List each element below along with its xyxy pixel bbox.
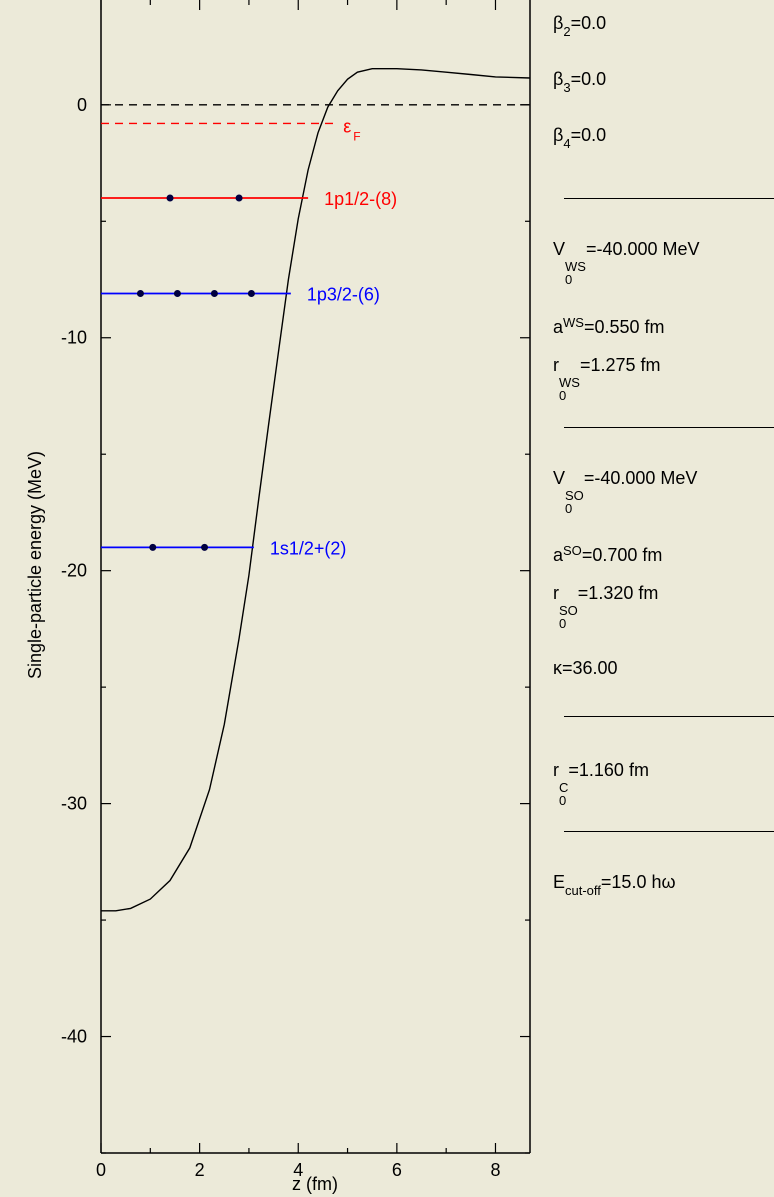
level-label: 1p3/2-(6) — [307, 284, 380, 304]
potential-line — [101, 68, 531, 912]
a-ws-param: aWS=0.550 fm — [553, 315, 665, 337]
particle-dot — [166, 194, 174, 202]
y-tick-label: -40 — [61, 1027, 87, 1047]
separator-2 — [564, 427, 774, 428]
particle-dot — [201, 543, 209, 551]
y-tick-label: -30 — [61, 794, 87, 814]
particle-dot — [136, 289, 144, 297]
axes: 0 -10 -20 -30 -40 0 2 4 6 8 — [61, 0, 531, 1180]
particle-dot — [210, 289, 218, 297]
y-tick-label: -20 — [61, 561, 87, 581]
y-tick-label: 0 — [77, 95, 87, 115]
r0-ws-param: r WS 0 =1.275 fm — [553, 355, 661, 403]
x-tick-label: 6 — [392, 1160, 402, 1180]
particle-dot — [149, 543, 157, 551]
separator-4 — [564, 831, 774, 832]
x-axis-label: z (fm) — [292, 1174, 338, 1194]
level-label: 1p1/2-(8) — [324, 189, 397, 209]
r0-coulomb-param: r C 0 =1.160 fm — [553, 760, 649, 808]
beta4-param: β4=0.0 — [553, 125, 607, 151]
separator-3 — [564, 716, 774, 717]
fermi-label: ε — [343, 116, 351, 136]
level-label: 1s1/2+(2) — [270, 538, 347, 558]
y-axis-label: Single-particle energy (MeV) — [25, 451, 45, 679]
x-tick-label: 4 — [293, 1160, 303, 1180]
x-tick-label: 8 — [490, 1160, 500, 1180]
v0-so-param: V SO 0 =-40.000 MeV — [553, 468, 698, 516]
particle-dot — [173, 289, 181, 297]
beta2-param: β2=0.0 — [553, 13, 607, 39]
x-tick-label: 0 — [96, 1160, 106, 1180]
v0-ws-param: V WS 0 =-40.000 MeV — [553, 239, 700, 287]
cutoff-energy-param: Ecut-off=15.0 hω — [553, 872, 676, 898]
beta3-param: β3=0.0 — [553, 69, 607, 95]
levels: 1p1/2-(8) 1p3/2-(6) 1s1/2+(2) — [101, 189, 397, 558]
y-tick-label: -10 — [61, 328, 87, 348]
a-so-param: aSO=0.700 fm — [553, 543, 663, 565]
separator-1 — [564, 198, 774, 199]
particle-dot — [247, 289, 255, 297]
kappa-param: κ=36.00 — [553, 658, 618, 678]
x-tick-label: 2 — [195, 1160, 205, 1180]
fermi-label-sub: F — [353, 129, 360, 143]
r0-so-param: r SO 0 =1.320 fm — [553, 583, 659, 631]
particle-dot — [235, 194, 243, 202]
